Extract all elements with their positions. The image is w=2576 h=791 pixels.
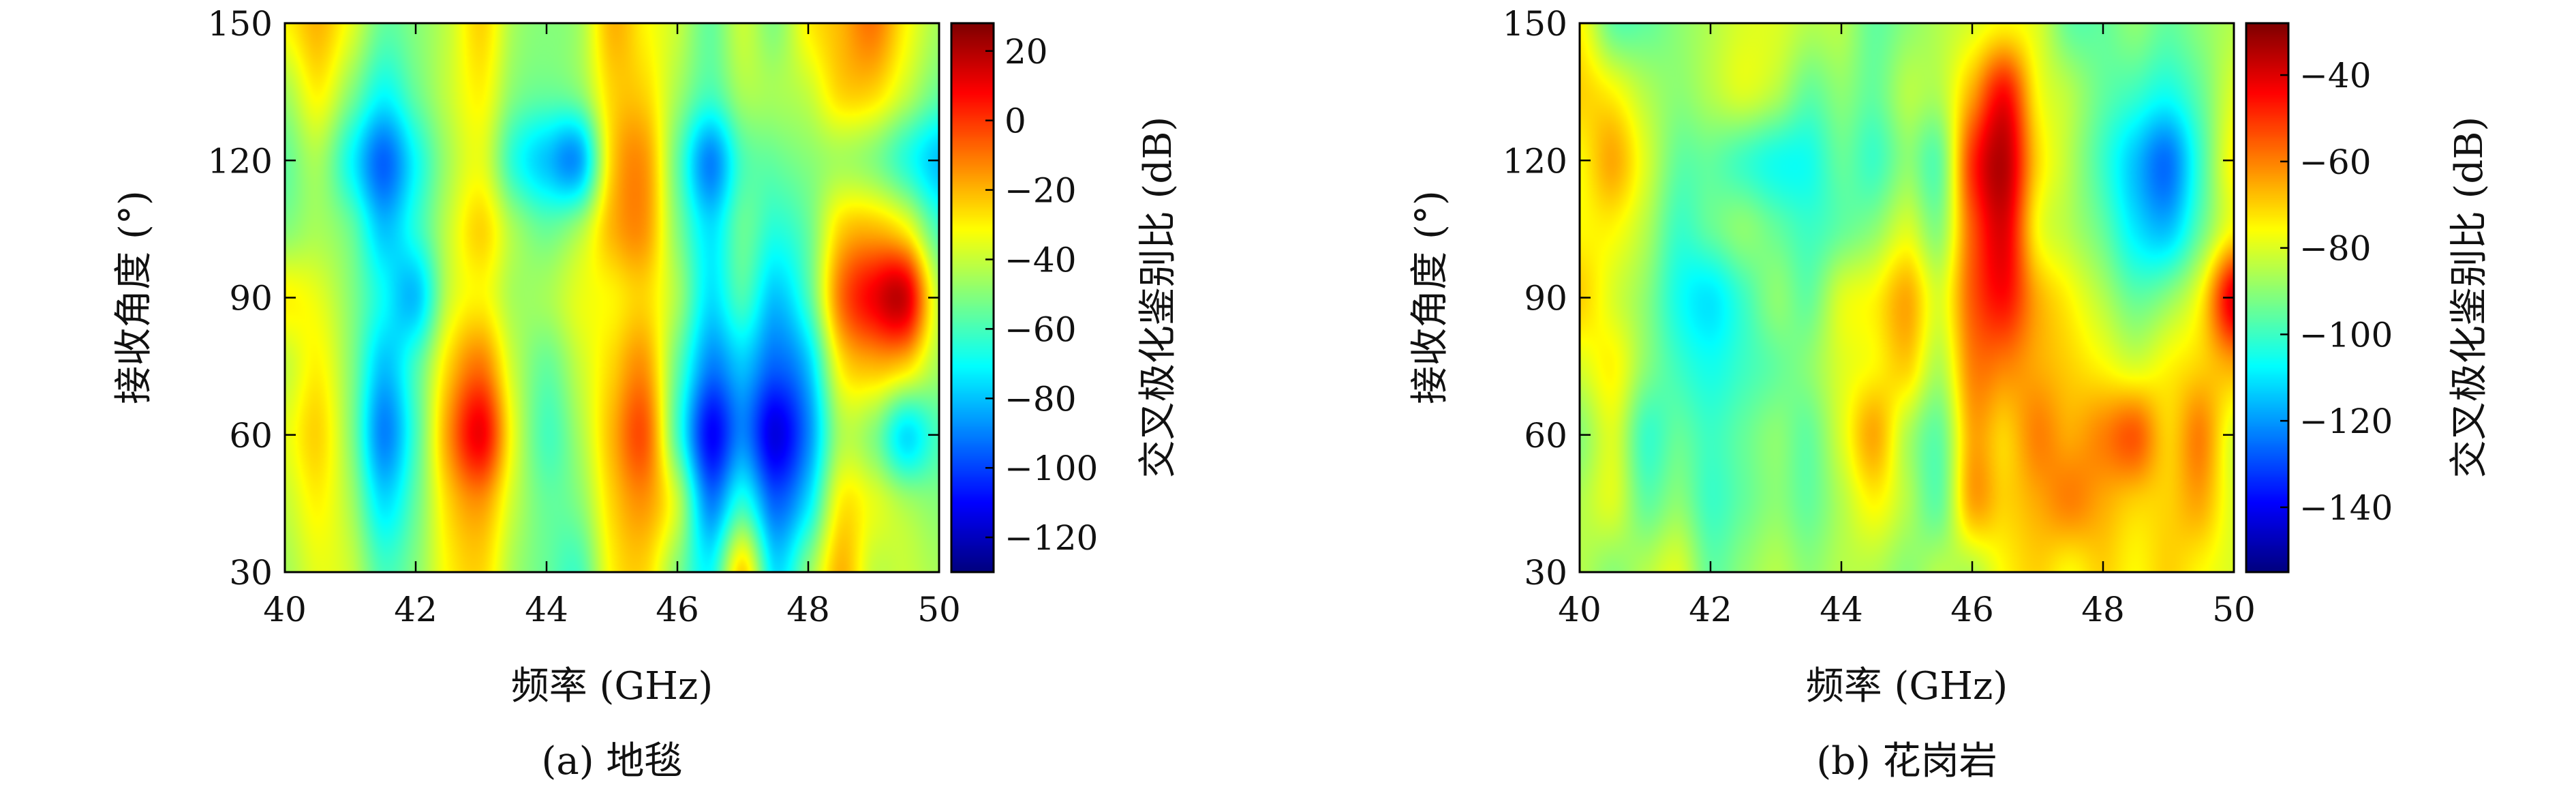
y-tick-label: 150 — [208, 4, 273, 44]
y-tick-label: 120 — [1503, 141, 1567, 181]
colorbar-label-a: 交叉极化鉴别比 (dB) — [1136, 117, 1180, 479]
colorbar-tick-label: −140 — [2299, 488, 2393, 528]
colorbar-tick-label: −80 — [2299, 229, 2372, 269]
colorbar-label-b: 交叉极化鉴别比 (dB) — [2447, 117, 2491, 479]
x-tick-label: 42 — [1689, 590, 1732, 629]
colorbar-tick-label: −100 — [1005, 449, 1098, 488]
y-axis-label-a: 接收角度 (°) — [112, 190, 156, 404]
colorbar-tick-label: −20 — [1005, 171, 1077, 211]
y-tick-label: 60 — [1524, 416, 1567, 456]
colorbar-tick-label: −100 — [2299, 315, 2393, 355]
colorbar-a — [951, 23, 994, 572]
colorbar-tick-label: −40 — [1005, 240, 1077, 280]
y-tick-label: 30 — [229, 553, 273, 593]
colorbar-ticks-a: 20 0 −20 −40 −60 −80 −100 −120 — [985, 32, 1098, 558]
colorbar-tick-label: −80 — [1005, 379, 1077, 419]
y-tick-label: 60 — [229, 416, 273, 456]
x-tick-label: 48 — [786, 590, 830, 629]
x-tick-label: 40 — [263, 590, 307, 629]
x-tick-label: 46 — [1950, 590, 1994, 629]
panel-a: 40 42 44 46 48 50 30 60 90 120 150 20 0 −20 −40 −60 −8… — [112, 4, 1180, 783]
x-tick-label: 46 — [656, 590, 699, 629]
caption-b: (b) 花岗岩 — [1816, 739, 1997, 783]
y-ticks-a: 30 60 90 120 150 — [208, 4, 939, 593]
colorbar-tick-label: −60 — [2299, 143, 2372, 182]
y-axis-label-b: 接收角度 (°) — [1408, 190, 1452, 404]
x-tick-label: 40 — [1558, 590, 1601, 629]
x-tick-label: 48 — [2081, 590, 2125, 629]
y-tick-label: 30 — [1524, 553, 1567, 593]
caption-a: (a) 地毯 — [542, 739, 683, 783]
colorbar-b — [2246, 23, 2288, 572]
x-ticks-a: 40 42 44 46 48 50 — [263, 23, 961, 629]
colorbar-tick-label: 0 — [1005, 102, 1026, 141]
x-tick-label: 42 — [394, 590, 438, 629]
colorbar-tick-label: −120 — [2299, 402, 2393, 441]
x-axis-label-a: 频率 (GHz) — [511, 664, 714, 708]
heatmap-b — [1580, 23, 2234, 572]
y-tick-label: 120 — [208, 141, 273, 181]
colorbar-tick-label: −40 — [2299, 56, 2372, 95]
y-tick-label: 150 — [1503, 4, 1567, 44]
colorbar-frame-a — [950, 22, 995, 573]
y-tick-label: 90 — [1524, 279, 1567, 318]
heatmap-a — [285, 23, 939, 572]
y-ticks-b: 30 60 90 120 150 — [1503, 4, 2234, 593]
x-tick-label: 44 — [1820, 590, 1863, 629]
y-tick-label: 90 — [229, 279, 273, 318]
x-tick-label: 50 — [917, 590, 961, 629]
x-tick-label: 44 — [525, 590, 568, 629]
colorbar-tick-label: −60 — [1005, 310, 1077, 349]
colorbar-tick-label: −120 — [1005, 518, 1098, 558]
colorbar-ticks-b: −40 −60 −80 −100 −120 −140 — [2280, 56, 2393, 528]
x-tick-label: 50 — [2212, 590, 2256, 629]
x-axis-label-b: 频率 (GHz) — [1806, 664, 2008, 708]
x-ticks-b: 40 42 44 46 48 50 — [1558, 23, 2256, 629]
colorbar-frame-b — [2245, 22, 2290, 573]
colorbar-tick-label: 20 — [1005, 32, 1048, 72]
